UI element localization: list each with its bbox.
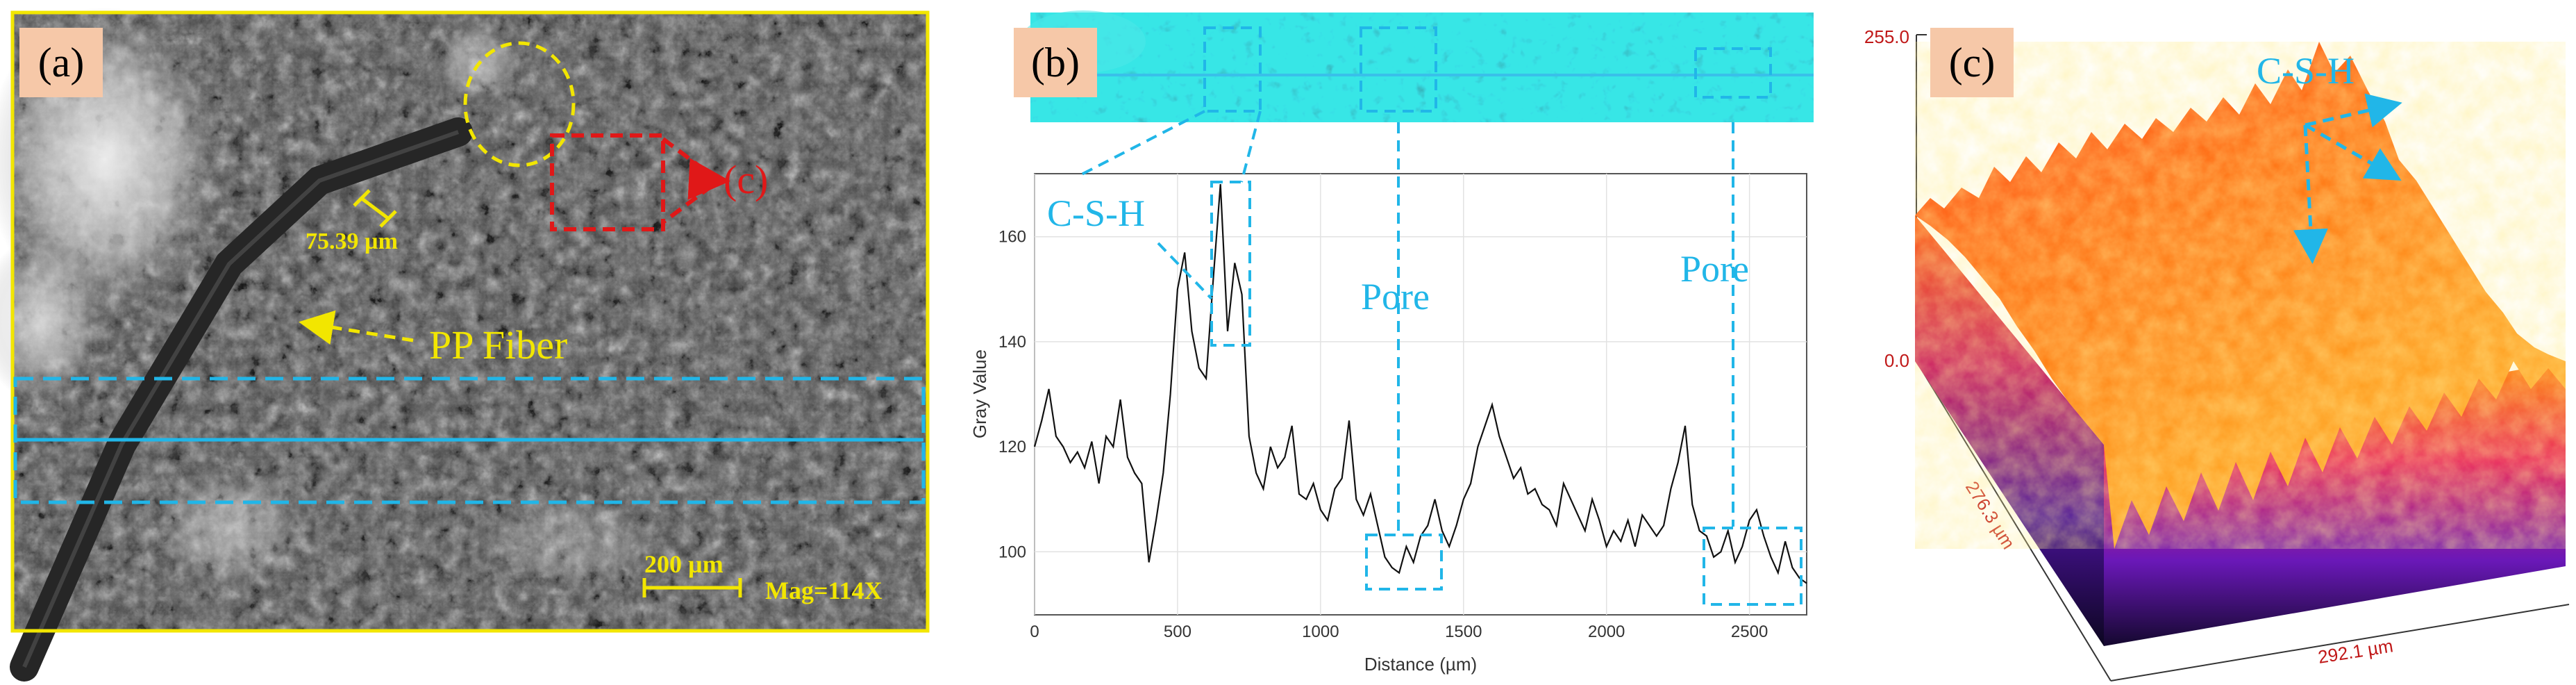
x-tick-label: 2000	[1588, 622, 1625, 641]
fiber-label: PP Fiber	[429, 322, 567, 368]
csh-arrow-3	[2293, 124, 2328, 264]
y-tick-label: 100	[998, 543, 1026, 561]
region-c-link-label: (c)	[724, 157, 768, 202]
fiber-width-label: 75.39 µm	[306, 229, 398, 254]
x-axis-label: Distance (µm)	[1364, 654, 1477, 675]
fiber-width-marker	[360, 197, 390, 220]
annotation-pore-1: Pore	[1361, 276, 1430, 317]
z-min-label: 0.0	[1884, 350, 1909, 371]
panel-c-label-box	[1930, 28, 2014, 97]
pore-box-2	[1703, 527, 1803, 606]
y-tick-label: 160	[998, 228, 1026, 247]
x-tick-label: 1500	[1445, 622, 1482, 641]
image-frame	[10, 10, 930, 633]
panel-b-label: (b)	[1031, 40, 1080, 85]
pore-box-1	[1365, 534, 1443, 591]
x-axis-line	[2110, 604, 2570, 682]
region-c-box	[550, 133, 665, 231]
y-axis-label: Gray Value	[969, 349, 990, 438]
panel-a-label-box	[19, 28, 103, 97]
panel-a-sem-image: (c) 75.39 µm PP Fiber 200 µm Mag=114X (a…	[0, 0, 937, 685]
x-axis: 0 500 1000 1500 2000 2500	[1030, 622, 1768, 641]
panel-a-label: (a)	[38, 40, 85, 85]
fiber-end-highlight	[463, 41, 576, 167]
panel-b-gray-profile: (b) 0 500 1000 1500 2000 2500 100 120 140 160 Di…	[965, 0, 1826, 685]
strip-csh-box	[1203, 26, 1262, 113]
y-tick-label: 140	[998, 333, 1026, 352]
x-tick-label: 500	[1164, 622, 1191, 641]
panel-c-3d-surface: 255.0 0.0 276.3 µm 292.1 µm C-S-H (c)	[1840, 0, 2576, 685]
magnification-label: Mag=114X	[765, 577, 883, 604]
csh-peak-box	[1210, 181, 1251, 347]
annotation-pore-2: Pore	[1680, 248, 1749, 290]
surface-plot: 255.0 0.0 276.3 µm 292.1 µm C-S-H (c)	[1864, 26, 2570, 682]
csh-arrow-1	[2305, 93, 2402, 128]
x-tick-label: 0	[1030, 622, 1039, 641]
surface-left-wall	[1915, 215, 2104, 646]
panel-b-label-box	[1014, 28, 1097, 97]
y-tick-label: 120	[998, 438, 1026, 456]
annotation-csh: C-S-H	[1047, 192, 1145, 234]
x-tick-label: 2500	[1731, 622, 1768, 641]
strip-pore-box-2	[1694, 47, 1772, 99]
z-max-label: 255.0	[1864, 26, 1909, 47]
x-tick-label: 1000	[1302, 622, 1339, 641]
y-axis: 100 120 140 160	[998, 228, 1026, 562]
panel-c-label: (c)	[1949, 40, 1996, 85]
scale-bar-label: 200 µm	[644, 550, 724, 578]
strip-to-chart-connector	[1076, 110, 1205, 179]
sem-image-canvas: (c) 75.39 µm PP Fiber 200 µm Mag=114X (a…	[0, 7, 930, 682]
gridlines	[1034, 174, 1807, 615]
fiber-pointer-arrow	[299, 310, 414, 345]
plot-area	[1034, 173, 1807, 616]
annotation-csh-3d: C-S-H	[2257, 50, 2355, 92]
gray-profile-chart: (b) 0 500 1000 1500 2000 2500 100 120 140 160 Di…	[969, 10, 1814, 675]
strip-pore-box-1	[1360, 26, 1437, 113]
y-axis-line	[1916, 361, 2111, 682]
